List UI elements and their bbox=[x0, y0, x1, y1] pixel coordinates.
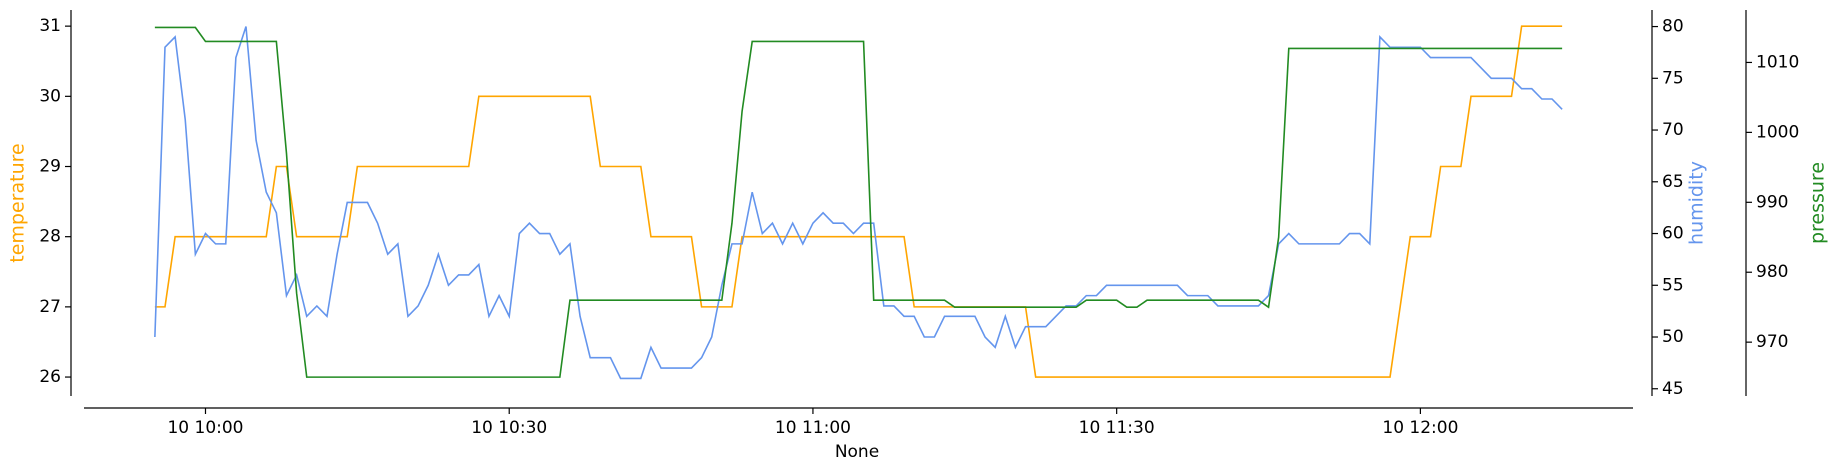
y2-axis-label: humidity bbox=[1686, 161, 1708, 245]
y2-tick-label: 80 bbox=[1662, 17, 1684, 37]
x-tick-label: 10 12:00 bbox=[1382, 418, 1458, 438]
y3-tick-label: 990 bbox=[1756, 192, 1788, 212]
x-tick-label: 10 11:00 bbox=[775, 418, 851, 438]
y3-tick-label: 1010 bbox=[1756, 52, 1799, 72]
series-line bbox=[154, 26, 1563, 380]
x-tick-label: 10 10:00 bbox=[167, 418, 243, 438]
y3-tick-label: 980 bbox=[1756, 262, 1788, 282]
x-tick-label: 10 10:30 bbox=[471, 418, 547, 438]
y3-axis-label: pressure bbox=[1807, 162, 1829, 244]
series-line bbox=[154, 26, 1563, 378]
series-line bbox=[154, 25, 1563, 378]
y2-tick-label: 65 bbox=[1662, 172, 1684, 192]
y2-tick-label: 50 bbox=[1662, 327, 1684, 347]
y3-tick-label: 970 bbox=[1756, 332, 1788, 352]
y-axis-label: temperature bbox=[7, 143, 29, 262]
y2-tick-label: 55 bbox=[1662, 275, 1684, 295]
y3-tick-label: 1000 bbox=[1756, 122, 1799, 142]
y-tick-label: 28 bbox=[39, 227, 61, 247]
y2-tick-label: 60 bbox=[1662, 224, 1684, 244]
y-tick-label: 30 bbox=[39, 86, 61, 106]
x-axis-label: None bbox=[835, 442, 879, 462]
x-tick-label: 10 11:30 bbox=[1079, 418, 1155, 438]
y2-tick-label: 75 bbox=[1662, 68, 1684, 88]
y2-tick-label: 45 bbox=[1662, 379, 1684, 399]
y2-tick-label: 70 bbox=[1662, 120, 1684, 140]
y-tick-label: 29 bbox=[39, 157, 61, 177]
y-tick-label: 31 bbox=[39, 16, 61, 36]
y-tick-label: 26 bbox=[39, 367, 61, 387]
y-tick-label: 27 bbox=[39, 297, 61, 317]
